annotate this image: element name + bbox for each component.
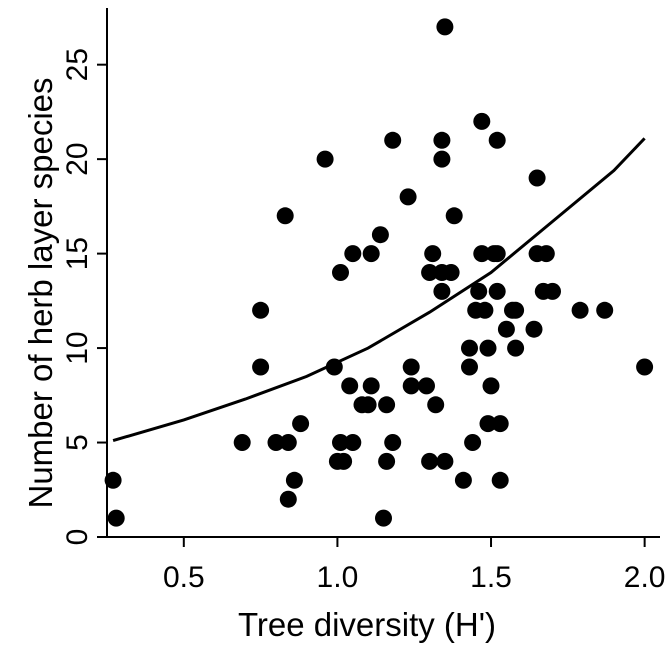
data-point: [362, 377, 380, 395]
data-point: [636, 358, 654, 376]
data-point: [470, 282, 488, 300]
data-point: [442, 264, 460, 281]
data-point: [454, 471, 472, 489]
data-point: [362, 245, 380, 263]
data-point: [464, 434, 482, 451]
x-tick-label: 1.0: [317, 561, 359, 594]
data-point: [461, 339, 478, 357]
data-point: [402, 358, 420, 376]
data-point: [104, 471, 122, 489]
data-point: [473, 112, 491, 130]
data-point: [375, 509, 392, 527]
fit-line-group: [112, 137, 646, 443]
data-point: [107, 509, 125, 527]
data-point: [433, 131, 451, 149]
data-point: [491, 415, 509, 433]
data-point: [279, 434, 297, 451]
data-point: [421, 452, 439, 470]
data-point: [427, 396, 445, 414]
data-point: [378, 452, 396, 470]
data-point: [378, 396, 396, 414]
y-tick-label: 20: [61, 142, 94, 175]
data-point: [285, 471, 303, 489]
data-point: [371, 226, 389, 244]
data-point: [399, 188, 417, 206]
data-point: [596, 301, 614, 319]
data-point: [433, 282, 451, 300]
data-point: [433, 150, 451, 168]
data-point: [507, 339, 525, 357]
data-point: [461, 358, 478, 376]
data-point: [252, 301, 270, 319]
data-point: [402, 377, 420, 395]
data-point: [332, 264, 349, 281]
y-tick-label: 25: [61, 48, 94, 81]
data-point: [279, 490, 297, 508]
data-point: [476, 301, 494, 319]
data-point: [436, 18, 454, 36]
data-point: [479, 339, 497, 357]
data-point: [473, 245, 491, 263]
data-point: [341, 377, 359, 395]
data-point: [332, 434, 349, 451]
data-point: [267, 434, 285, 451]
y-tick-label: 10: [61, 331, 94, 364]
y-axis-title: Number of herb layer species: [22, 77, 59, 508]
data-point: [445, 207, 463, 225]
fit-line: [112, 137, 646, 443]
x-tick-label: 1.5: [470, 561, 512, 594]
data-point: [316, 150, 334, 168]
data-points: [104, 18, 654, 527]
data-point: [488, 131, 506, 149]
data-point: [528, 169, 546, 187]
data-point: [384, 434, 402, 451]
y-tick-label: 15: [61, 237, 94, 270]
x-tick-label: 0.5: [163, 561, 205, 594]
x-tick-label: 2.0: [624, 561, 666, 594]
data-point: [544, 282, 561, 300]
data-point: [384, 131, 402, 149]
data-point: [424, 245, 442, 263]
data-point: [525, 320, 543, 338]
data-point: [276, 207, 294, 225]
axes: [106, 8, 660, 538]
data-point: [421, 264, 439, 281]
data-point: [359, 396, 377, 414]
y-tick-label: 5: [61, 434, 94, 451]
data-point: [344, 434, 362, 451]
data-point: [488, 282, 506, 300]
data-point: [233, 434, 251, 451]
x-axis-ticks: 0.5 1.0 1.5 2.0: [163, 537, 666, 594]
data-point: [418, 377, 435, 395]
y-axis-ticks: 0 5 10 15 20 25: [61, 48, 107, 545]
data-point: [482, 377, 500, 395]
data-point: [571, 301, 589, 319]
data-point: [537, 245, 555, 263]
data-point: [488, 245, 506, 263]
data-point: [325, 358, 343, 376]
y-tick-label: 0: [61, 529, 94, 546]
data-point: [252, 358, 270, 376]
data-point: [335, 452, 353, 470]
data-point: [436, 452, 454, 470]
data-point: [292, 415, 310, 433]
data-point: [344, 245, 362, 263]
x-axis-title: Tree diversity (H'): [238, 606, 496, 643]
data-point: [507, 301, 525, 319]
data-point: [497, 320, 515, 338]
data-point: [491, 471, 509, 489]
data-point: [479, 415, 497, 433]
